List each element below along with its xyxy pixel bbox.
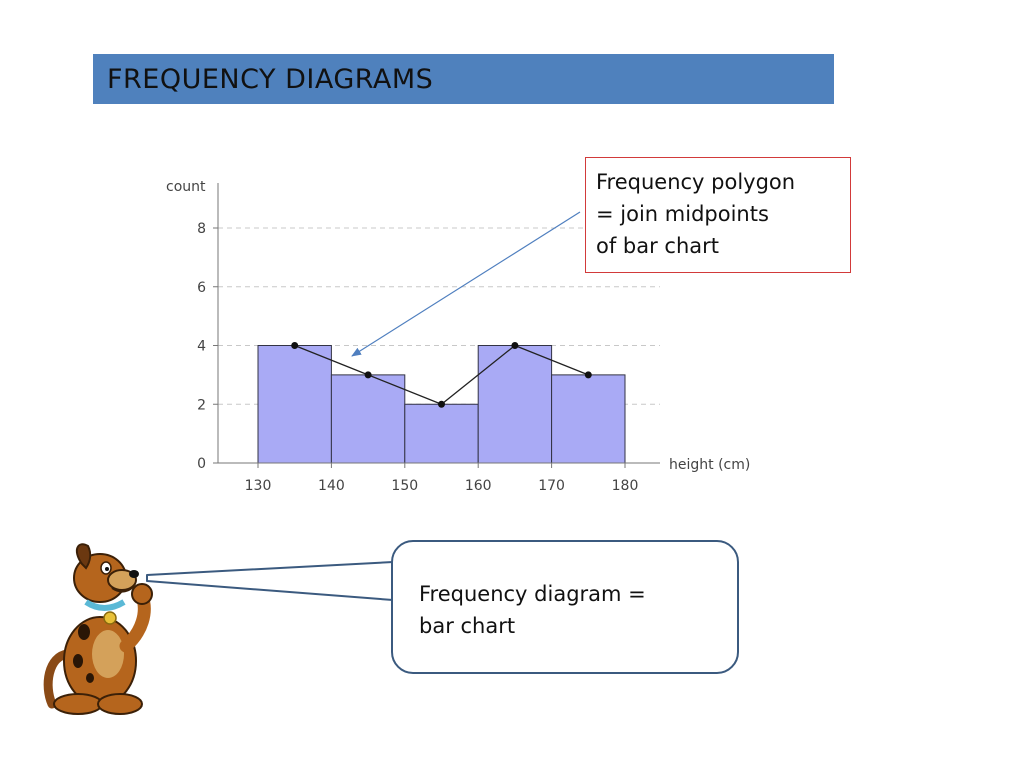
bar-160-170 (477, 345, 553, 464)
speech-bubble-tail (146, 561, 394, 601)
cartoon-dog-icon (43, 543, 153, 715)
speech-bubble: Frequency diagram = bar chart (391, 540, 739, 674)
speech-line-1: Frequency diagram = (419, 582, 646, 606)
x-tick-130: 130 (245, 478, 272, 494)
x-tick-180: 180 (612, 478, 639, 494)
callout-line-2: = join midpoints (596, 202, 769, 226)
y-tick-0: 0 (197, 456, 206, 472)
frequency-polygon-callout: Frequency polygon = join midpoints of ba… (585, 157, 851, 273)
y-tick-2: 2 (197, 397, 206, 413)
y-tick-4: 4 (197, 339, 206, 355)
bar-140-150 (330, 374, 406, 464)
x-tick-150: 150 (391, 478, 418, 494)
y-tick-8: 8 (197, 221, 206, 237)
bar-130-140 (257, 345, 332, 464)
callout-arrow (351, 211, 581, 357)
slide-title: FREQUENCY DIAGRAMS (107, 63, 434, 95)
polygon-point-145 (364, 371, 372, 379)
title-bar: FREQUENCY DIAGRAMS (93, 54, 834, 104)
axes (217, 183, 660, 464)
polygon-point-155 (438, 400, 445, 408)
bar-170-180 (551, 374, 626, 464)
polygon-point-175 (584, 371, 592, 379)
polygon-point-135 (291, 342, 299, 349)
callout-line-1: Frequency polygon (596, 170, 796, 194)
callout-line-3: of bar chart (596, 234, 720, 258)
x-tick-140: 140 (318, 478, 345, 494)
y-axis-label: count (166, 179, 206, 195)
frequency-polygon (291, 342, 592, 408)
tick-labels: 0 2 4 6 8 130 140 150 160 170 180 (197, 221, 638, 494)
x-tick-160: 160 (465, 478, 492, 494)
x-tick-170: 170 (538, 478, 565, 494)
bar-150-160 (404, 403, 479, 464)
y-tick-6: 6 (197, 280, 206, 296)
speech-line-2: bar chart (419, 614, 516, 638)
x-axis-label: height (cm) (669, 457, 750, 473)
polygon-point-165 (511, 342, 519, 349)
